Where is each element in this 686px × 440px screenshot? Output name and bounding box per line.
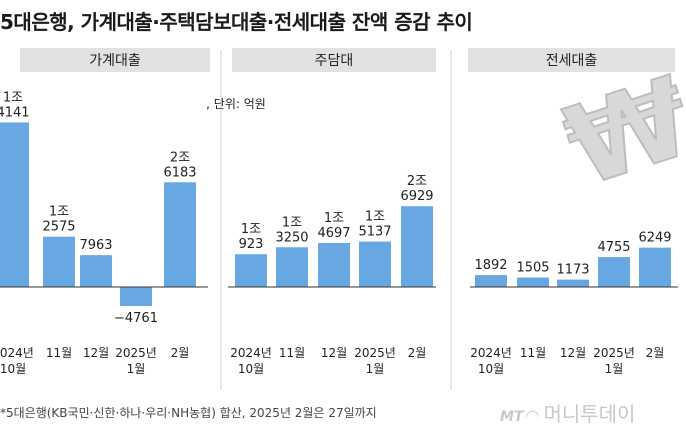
brand-name: 머니투데이 xyxy=(543,402,636,426)
value-label: 1892 xyxy=(474,258,507,273)
value-label: 6249 xyxy=(638,231,671,246)
brand-swoosh-icon: ◠ xyxy=(525,406,540,425)
value-label: −4761 xyxy=(114,311,158,326)
tick-label: 2025년 xyxy=(593,346,635,360)
value-label: 1505 xyxy=(516,261,549,276)
value-label: 1조 xyxy=(324,211,344,226)
source-note: *5대은행(KB국민·신한·하나·우리·NH농협) 합산, 2025년 2월은 … xyxy=(0,406,377,420)
tick-label: 11월 xyxy=(520,346,546,360)
tick-label: 2월 xyxy=(646,346,665,360)
bar xyxy=(598,257,630,287)
value-label: 6183 xyxy=(163,165,196,180)
tick-label: 10월 xyxy=(478,362,504,376)
tick-label: 11월 xyxy=(279,346,305,360)
panel-title: 전세대출 xyxy=(546,53,598,69)
bar xyxy=(276,247,308,287)
value-label: 2575 xyxy=(42,220,75,235)
value-label: 4755 xyxy=(597,240,630,255)
tick-label: 2월 xyxy=(408,346,427,360)
page-title: 5대은행, 가계대출·주택담보대출·전세대출 잔액 증감 추이 xyxy=(0,10,473,34)
tick-label: 2025년 xyxy=(354,346,396,360)
panel-title-bg xyxy=(20,48,210,72)
tick-label: 10월 xyxy=(238,362,264,376)
bar xyxy=(517,277,549,287)
panel-title-bg xyxy=(232,48,436,72)
bar xyxy=(120,287,152,307)
brand-logo: MT ◠ 머니투데이 xyxy=(500,398,635,427)
bar xyxy=(0,122,29,287)
tick-label: 1월 xyxy=(605,362,624,376)
bar xyxy=(401,206,433,287)
bar xyxy=(80,255,112,287)
brand-mt-text: MT xyxy=(500,409,524,425)
bar xyxy=(43,236,75,287)
value-label: 923 xyxy=(239,237,264,252)
bar xyxy=(557,279,589,287)
value-label: 1조 xyxy=(241,222,261,237)
tick-label: 1월 xyxy=(127,362,146,376)
tick-label: 2024년 xyxy=(230,346,272,360)
tick-label: 12월 xyxy=(321,346,347,360)
bar xyxy=(639,247,671,287)
bar xyxy=(359,241,391,287)
tick-label: 2024년 xyxy=(0,346,34,360)
bar xyxy=(235,254,267,287)
bar xyxy=(318,242,350,287)
value-label: 4697 xyxy=(317,226,350,241)
value-label: 5137 xyxy=(358,225,391,240)
value-label: 6929 xyxy=(400,189,433,204)
value-label: 7963 xyxy=(79,238,112,253)
panel-title-bg xyxy=(468,48,675,72)
tick-label: 2월 xyxy=(171,346,190,360)
value-label: 1조 xyxy=(282,215,302,230)
unit-label: , 단위: 억원 xyxy=(206,97,266,111)
panel-title: 가계대출 xyxy=(89,53,141,69)
won-icon: ₩ xyxy=(551,52,686,211)
value-label: 3250 xyxy=(275,230,308,245)
tick-label: 1월 xyxy=(366,362,385,376)
value-label: 1조 xyxy=(3,90,23,105)
tick-label: 12월 xyxy=(83,346,109,360)
bar xyxy=(164,182,196,287)
value-label: 1조 xyxy=(365,210,385,225)
tick-label: 2025년 xyxy=(115,346,157,360)
panel-title: 주담대 xyxy=(315,53,354,69)
chart-svg: ₩ 가계대출1조41412024년10월1조257511월796312월−476… xyxy=(0,48,686,390)
value-label: 1조 xyxy=(49,205,69,220)
tick-label: 10월 xyxy=(0,362,26,376)
tick-label: 12월 xyxy=(560,346,586,360)
value-label: 4141 xyxy=(0,105,30,120)
value-label: 2조 xyxy=(407,174,427,189)
value-label: 2조 xyxy=(170,150,190,165)
value-label: 1173 xyxy=(556,263,589,278)
bar xyxy=(475,275,507,287)
tick-label: 11월 xyxy=(46,346,72,360)
tick-label: 2024년 xyxy=(470,346,512,360)
